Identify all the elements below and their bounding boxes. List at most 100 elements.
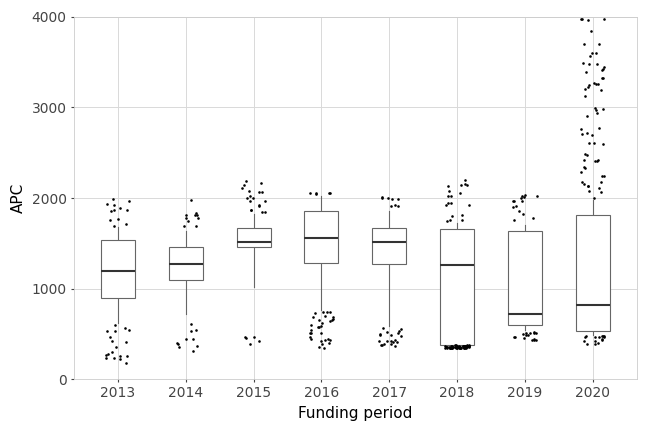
Point — [579, 156, 590, 163]
Point — [305, 327, 316, 334]
Point — [462, 343, 472, 349]
Point — [597, 333, 608, 340]
Point — [458, 343, 469, 349]
Point — [248, 195, 258, 202]
Point — [577, 178, 587, 185]
Point — [597, 172, 608, 179]
Point — [254, 337, 264, 344]
Point — [124, 197, 135, 204]
Point — [531, 329, 541, 336]
Point — [108, 195, 118, 202]
Point — [389, 337, 400, 343]
Point — [594, 334, 605, 340]
Point — [316, 323, 326, 330]
Point — [382, 329, 392, 336]
Point — [509, 217, 519, 224]
Point — [327, 317, 337, 324]
Point — [594, 40, 604, 47]
Point — [594, 125, 604, 132]
Point — [191, 211, 201, 218]
Point — [516, 194, 526, 201]
Point — [528, 336, 538, 343]
Point — [508, 334, 518, 341]
Point — [582, 112, 592, 119]
Point — [597, 74, 608, 81]
Point — [454, 342, 464, 349]
Point — [241, 178, 251, 184]
Point — [441, 345, 452, 352]
Point — [463, 343, 474, 350]
Point — [528, 215, 538, 222]
Point — [109, 206, 119, 213]
Point — [382, 194, 393, 201]
Point — [305, 334, 315, 341]
Point — [452, 345, 463, 352]
Point — [123, 327, 133, 334]
Point — [319, 336, 330, 343]
Point — [110, 202, 120, 209]
Point — [590, 105, 600, 111]
Point — [599, 64, 609, 71]
Point — [448, 343, 458, 350]
Point — [529, 330, 539, 337]
Point — [314, 317, 325, 324]
Point — [460, 181, 470, 188]
Point — [598, 333, 608, 340]
Point — [323, 189, 334, 196]
Point — [447, 342, 457, 349]
Point — [310, 310, 320, 317]
Point — [122, 353, 133, 360]
Point — [583, 16, 593, 23]
Point — [192, 214, 203, 221]
Point — [110, 327, 120, 334]
Point — [592, 60, 602, 67]
Point — [192, 212, 202, 219]
Point — [579, 165, 590, 172]
Point — [456, 181, 467, 188]
Point — [583, 84, 594, 91]
Point — [454, 344, 465, 351]
Point — [597, 66, 608, 73]
Point — [590, 341, 600, 348]
Point — [375, 331, 386, 338]
Point — [597, 75, 607, 82]
Point — [105, 217, 115, 224]
Point — [242, 195, 252, 202]
Point — [444, 188, 454, 195]
Point — [594, 184, 604, 191]
Point — [531, 337, 541, 343]
Point — [588, 194, 599, 201]
Point — [593, 156, 603, 163]
Point — [122, 206, 132, 213]
Point — [525, 330, 535, 337]
Point — [458, 343, 469, 349]
Point — [463, 342, 474, 349]
Point — [376, 341, 386, 348]
Point — [521, 332, 531, 339]
Point — [172, 340, 182, 346]
Point — [121, 359, 131, 366]
Point — [319, 344, 329, 351]
Point — [396, 326, 406, 333]
Point — [306, 330, 316, 337]
Point — [386, 331, 396, 338]
Point — [593, 81, 603, 88]
Point — [521, 330, 531, 337]
Point — [440, 344, 450, 351]
Point — [314, 343, 325, 350]
Point — [305, 189, 315, 196]
Point — [599, 172, 609, 179]
Point — [440, 343, 450, 350]
Point — [446, 212, 457, 219]
Point — [518, 211, 528, 218]
Point — [328, 316, 338, 323]
Point — [191, 327, 202, 334]
Point — [101, 352, 111, 359]
Point — [388, 338, 399, 345]
Point — [239, 334, 249, 340]
Point — [456, 212, 467, 219]
Point — [509, 334, 520, 340]
Point — [455, 345, 465, 352]
Point — [115, 353, 126, 359]
Point — [450, 345, 461, 352]
